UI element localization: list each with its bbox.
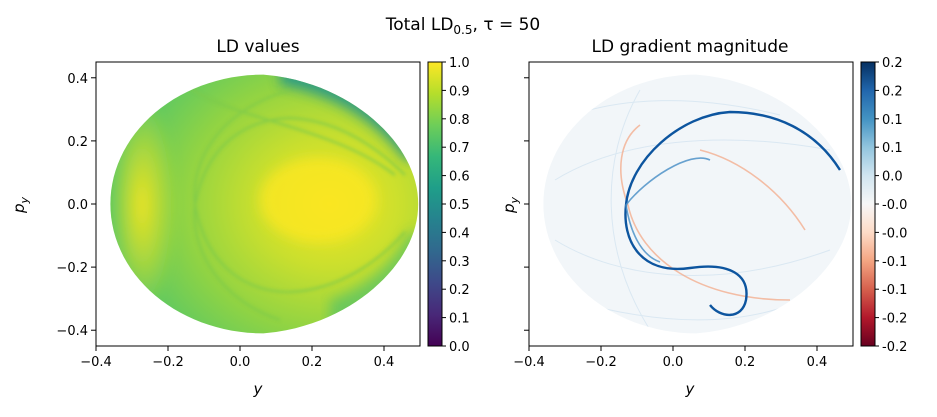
x-axis-label: y [685,380,696,398]
gradient-secondary-manifold [625,157,711,263]
x-tick-label: −0.4 [513,355,545,370]
colorbar-tick-label: 0.6 [449,170,470,185]
colorbar-tick-label: -0.0 [882,226,907,241]
colorbar-tick-label: 0.3 [449,255,470,270]
colorbar-tick-label: 0.8 [449,113,470,128]
colorbar-tick-label: 0.2 [449,283,470,298]
x-tick-label: 0.0 [663,355,684,370]
colorbar-tick-label: -0.1 [882,283,907,298]
colorbar-tick-label: 0.9 [449,84,470,99]
colorbar-tick-label: -0.2 [882,312,907,327]
x-axis-ticks: −0.4 −0.2 0.0 0.2 0.4 [513,346,827,370]
colorbar-tick-label: 0.1 [882,141,903,156]
colorbar-tick-label: 1.0 [449,56,470,71]
y-axis-label: py [500,196,521,214]
x-tick-label: 0.4 [374,355,395,370]
x-tick-label: 0.2 [735,355,756,370]
colorbar-ld: 1.0 0.9 0.8 0.7 0.6 0.5 0.4 0.3 0.2 0.1 0.0 [427,56,470,355]
x-axis-ticks: −0.4 −0.2 0.0 0.2 0.4 [80,346,394,370]
colorbar-tick-label: 0.2 [882,56,903,71]
y-tick-label: 0.2 [67,135,88,150]
colorbar-gradient [428,62,442,346]
y-tick-label: 0.4 [67,72,88,87]
y-axis-label: py [10,196,31,214]
ld-heatmap [110,74,419,334]
colorbar-tick-label: 0.0 [449,340,470,355]
y-tick-label: −0.4 [56,324,88,339]
y-tick-label: 0.0 [67,198,88,213]
colorbar-tick-label: -0.1 [882,255,907,270]
gradient-base-fill [543,74,852,334]
colorbar-tick-label: -0.2 [882,340,907,355]
figure-suptitle: Total LD0.5, τ = 50 [385,15,541,37]
colorbar-tick-label: -0.0 [882,198,907,213]
x-axis-label: y [253,380,264,398]
colorbar-tick-label: 0.7 [449,141,470,156]
x-tick-label: 0.4 [807,355,828,370]
panel-title: LD values [216,37,299,57]
x-tick-label: −0.2 [152,355,184,370]
colorbar-tick-label: 0.1 [449,312,470,327]
x-tick-label: −0.2 [585,355,617,370]
colorbar-tick-label: 0.5 [449,198,470,213]
colorbar-tick-label: 0.4 [449,226,470,241]
ld-right-core [260,158,376,242]
y-axis-ticks: 0.4 0.2 0.0 −0.2 −0.4 [56,72,96,339]
colorbar-tick-label: 0.2 [882,84,903,99]
colorbar-tick-label: 0.0 [882,170,903,185]
y-axis-ticks [524,77,529,331]
panel-ld-gradient: LD gradient magnitude [500,37,907,398]
x-tick-label: 0.2 [302,355,323,370]
x-tick-label: −0.4 [80,355,112,370]
colorbar-tick-label: 0.1 [882,113,903,128]
colorbar-gradient-fill [861,62,875,346]
panel-ld-values: LD values −0.4 −0.2 0.0 0.2 0.4 0.40.20.0−0.… [10,37,470,398]
gradient-heatmap [543,74,852,334]
ld-left-band [110,95,176,315]
gradient-negative-ridges [620,124,806,301]
x-tick-label: 0.0 [230,355,251,370]
gradient-positive-manifold [624,110,842,317]
y-tick-label: −0.2 [56,261,88,276]
ld-manifold-ridges [185,84,406,322]
panel-title: LD gradient magnitude [592,37,789,57]
colorbar-gradient: 0.2 0.2 0.1 0.1 0.0 -0.0 -0.0 -0.1 -0.1 -0.2 -0.2 [860,56,907,355]
